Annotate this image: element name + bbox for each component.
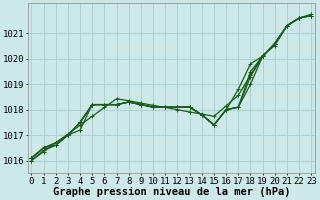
X-axis label: Graphe pression niveau de la mer (hPa): Graphe pression niveau de la mer (hPa) xyxy=(52,187,290,197)
